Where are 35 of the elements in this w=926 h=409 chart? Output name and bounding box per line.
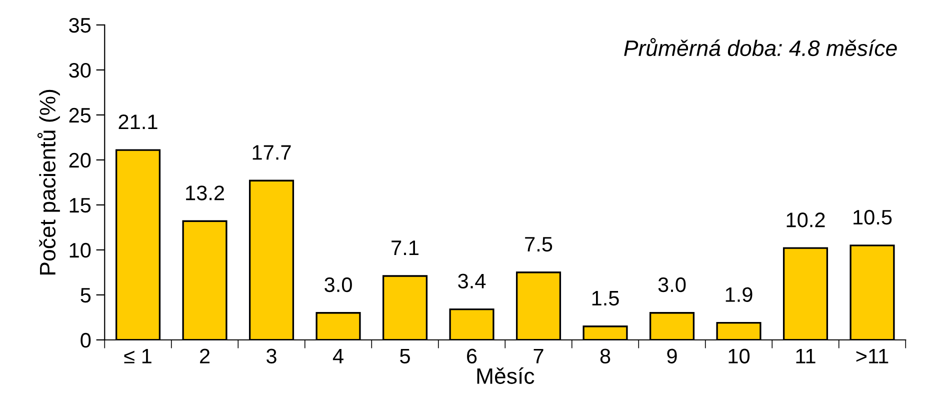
data-label: 3.4: [458, 274, 486, 288]
y-tick-label: 30: [69, 62, 91, 78]
y-tick-label: 35: [69, 18, 91, 33]
x-tick-label: 6: [467, 348, 477, 364]
y-tick-label: 0: [80, 332, 91, 348]
data-label: 7.5: [525, 237, 552, 252]
data-label: 3.0: [658, 277, 686, 292]
y-tick-label: 15: [70, 198, 91, 213]
y-tick-label: 25: [69, 108, 91, 123]
data-label: 17.7: [252, 145, 291, 160]
x-tick-label: 2: [200, 348, 210, 364]
annotation: Průměrná doba: 4.8 měsíce: [624, 38, 897, 56]
y-tick-label: 10: [70, 242, 91, 258]
data-label: 1.9: [726, 287, 752, 302]
y-tick-label: 20: [69, 152, 91, 168]
x-tick-label: 9: [667, 348, 677, 364]
data-label: 21.1: [118, 114, 158, 130]
x-tick-label: 4: [332, 348, 344, 364]
x-tick-label: 11: [796, 348, 816, 364]
y-tick-label: 5: [80, 288, 91, 303]
x-tick-label: 5: [400, 348, 410, 364]
data-label: 10.2: [786, 212, 825, 228]
x-axis-title: Měsíc: [477, 367, 534, 384]
x-tick-label: ≤ 1: [124, 348, 152, 364]
data-label: 1.5: [592, 291, 619, 306]
data-label: 7.1: [392, 240, 418, 256]
data-label: 3.0: [324, 277, 352, 292]
data-label: 10.5: [854, 210, 892, 225]
data-label: 13.2: [186, 186, 224, 200]
x-tick-label: 10: [728, 348, 750, 364]
y-axis-title: Počet pacientů (%): [37, 90, 60, 274]
x-tick-label: 3: [266, 348, 276, 364]
x-tick-label: >11: [856, 348, 888, 364]
x-tick-label: 7: [534, 348, 544, 364]
x-tick-label: 8: [600, 348, 610, 364]
